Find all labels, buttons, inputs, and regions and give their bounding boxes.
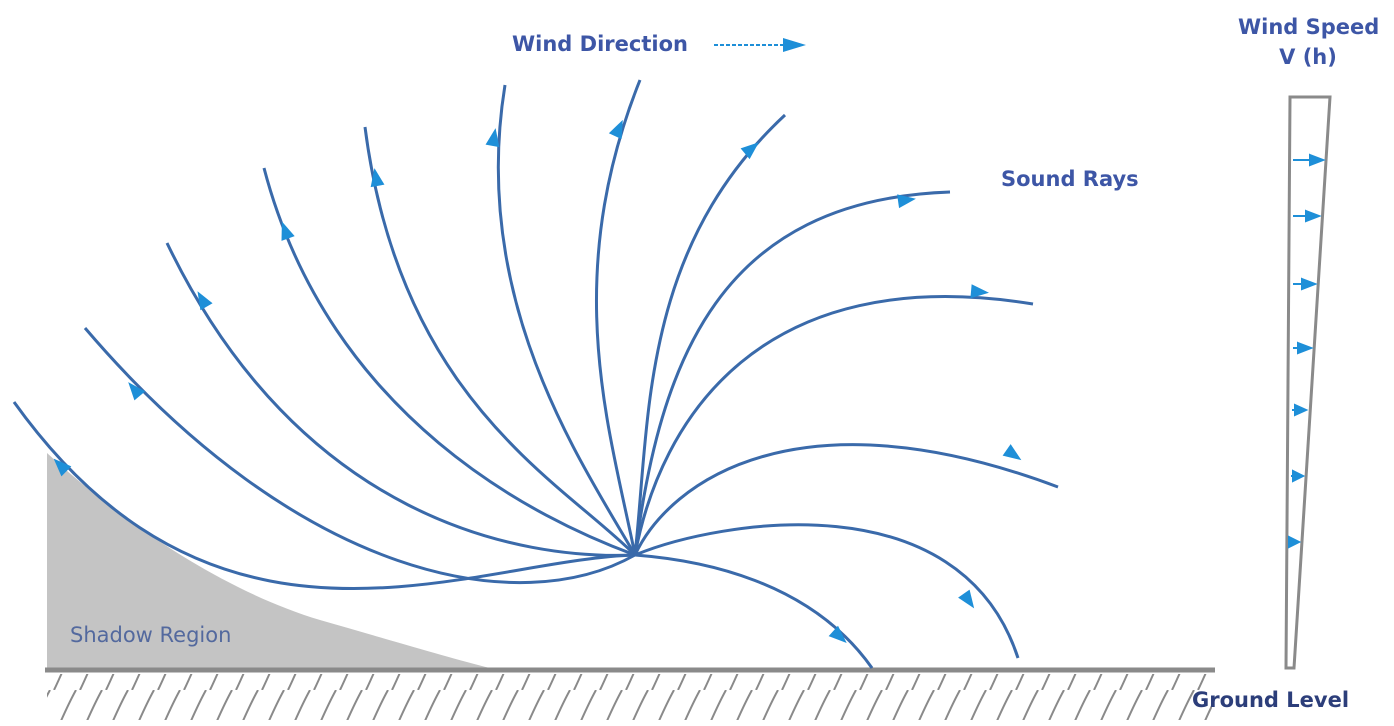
sound-ray xyxy=(12,401,636,591)
ray-arrowhead xyxy=(740,142,759,160)
sound-ray xyxy=(595,79,642,556)
ground-level-label: Ground Level xyxy=(1192,688,1350,712)
wind-speed-label: Wind Speed V (h) xyxy=(1238,12,1380,72)
sound-ray xyxy=(633,443,1059,556)
wind-speed-vector xyxy=(1288,535,1302,549)
wind-speed-vector xyxy=(1293,153,1326,167)
wind-speed-title: Wind Speed xyxy=(1238,15,1380,39)
ray-arrowheads xyxy=(53,119,1022,644)
sound-ray xyxy=(496,84,637,556)
ray-arrowhead xyxy=(958,589,975,609)
sound-ray xyxy=(83,327,636,585)
sound-ray xyxy=(363,126,637,557)
sound-ray xyxy=(634,523,1020,659)
wind-speed-vector xyxy=(1291,469,1306,483)
wind-speed-vector xyxy=(1293,209,1322,223)
sound-rays-label: Sound Rays xyxy=(1001,167,1139,191)
shadow-region-area xyxy=(47,453,490,668)
ray-arrowhead xyxy=(485,128,500,148)
shadow-region-label: Shadow Region xyxy=(70,623,232,647)
ray-arrowhead xyxy=(197,291,213,311)
ray-arrowhead xyxy=(897,194,916,209)
ray-arrowhead xyxy=(1002,444,1022,461)
sound-ray xyxy=(634,553,874,669)
sound-ray xyxy=(262,167,636,557)
ray-arrowhead xyxy=(53,458,72,477)
ray-arrowhead xyxy=(828,625,847,644)
ray-arrowhead xyxy=(281,221,295,241)
wind-direction-arrow xyxy=(714,38,806,52)
sound-ray xyxy=(165,242,636,557)
wind-speed-symbol: V (h) xyxy=(1279,45,1337,69)
sound-ray xyxy=(633,295,1034,556)
wind-speed-profile xyxy=(1284,95,1332,670)
wind-speed-vector xyxy=(1292,403,1309,417)
ray-arrowhead xyxy=(370,168,385,188)
sound-ray xyxy=(633,190,951,556)
wind-speed-vector xyxy=(1293,277,1318,291)
wind-direction-label: Wind Direction xyxy=(512,32,688,56)
wind-speed-vectors xyxy=(1288,153,1326,549)
ray-arrowhead xyxy=(608,119,623,140)
ray-arrowhead xyxy=(970,284,989,299)
sound-ray xyxy=(633,113,787,556)
wind-speed-vector xyxy=(1293,341,1314,355)
sound-rays xyxy=(12,79,1059,669)
ray-arrowhead xyxy=(128,382,146,401)
ground-hatching xyxy=(47,674,1212,720)
